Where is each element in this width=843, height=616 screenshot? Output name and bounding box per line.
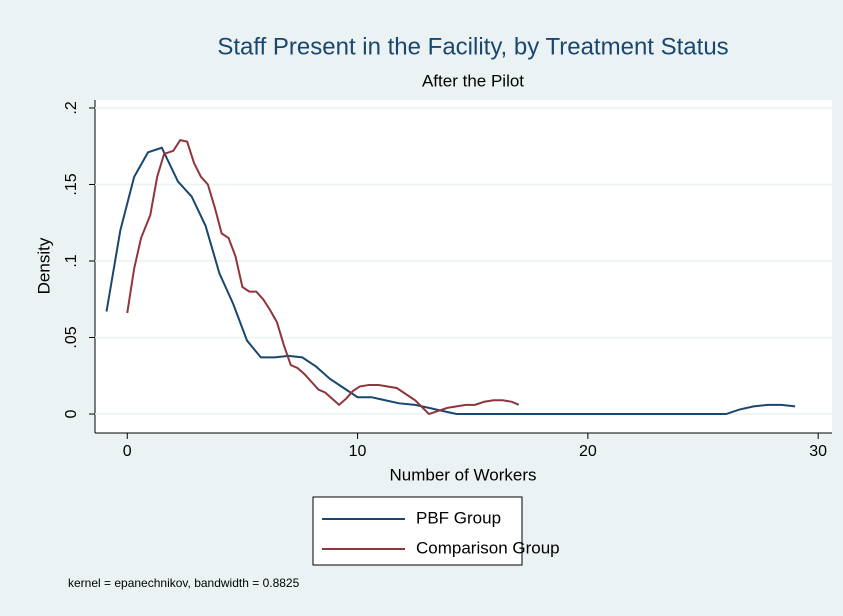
- y-tick-label: .2: [63, 101, 80, 114]
- x-tick-label: 30: [809, 443, 827, 460]
- y-tick-label: .15: [63, 173, 80, 195]
- y-axis-label: Density: [34, 237, 53, 294]
- y-tick-label: 0: [63, 409, 80, 418]
- plot-area: [95, 100, 832, 433]
- legend-label: PBF Group: [416, 508, 501, 527]
- x-tick-label: 20: [579, 443, 597, 460]
- legend: [312, 496, 523, 566]
- chart-title: Staff Present in the Facility, by Treatm…: [217, 33, 728, 60]
- line: [126, 138, 520, 416]
- legend-label: Comparison Group: [416, 538, 560, 557]
- y-tick-label: .1: [63, 254, 80, 267]
- x-tick-label: 0: [123, 443, 132, 460]
- y-tick-label: .05: [63, 326, 80, 348]
- x-axis-label: Number of Workers: [389, 465, 536, 484]
- chart-subtitle: After the Pilot: [422, 71, 524, 90]
- x-tick-label: 10: [349, 443, 367, 460]
- note: kernel = epanechnikov, bandwidth = 0.882…: [68, 576, 300, 590]
- line: [105, 146, 796, 416]
